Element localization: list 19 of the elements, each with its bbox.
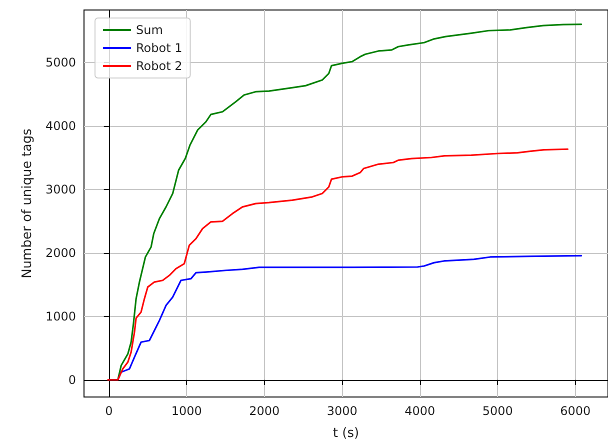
y-tick-label: 3000 — [45, 182, 76, 197]
legend-label: Robot 1 — [136, 41, 182, 55]
x-tick-label: 4000 — [404, 404, 436, 418]
x-tick-label: 5000 — [482, 404, 513, 418]
y-tick-label: 1000 — [45, 309, 76, 324]
x-tick-label: 3000 — [326, 404, 358, 418]
y-tick-label: 4000 — [45, 119, 76, 134]
y-tick-label: 2000 — [45, 246, 76, 260]
x-axis-title: t (s) — [332, 426, 360, 441]
x-tick-label: 6000 — [560, 404, 591, 418]
x-tick-label: 0 — [105, 404, 113, 418]
y-tick-label: 5000 — [45, 56, 76, 70]
x-tick-label: 2000 — [249, 404, 280, 418]
legend-label: Sum — [136, 23, 163, 37]
y-tick-label: 0 — [68, 372, 76, 387]
legend-label: Robot 2 — [136, 59, 182, 73]
x-tick-label: 1000 — [171, 404, 202, 418]
y-axis-title: Number of unique tags — [20, 128, 35, 278]
line-series — [107, 148, 569, 381]
